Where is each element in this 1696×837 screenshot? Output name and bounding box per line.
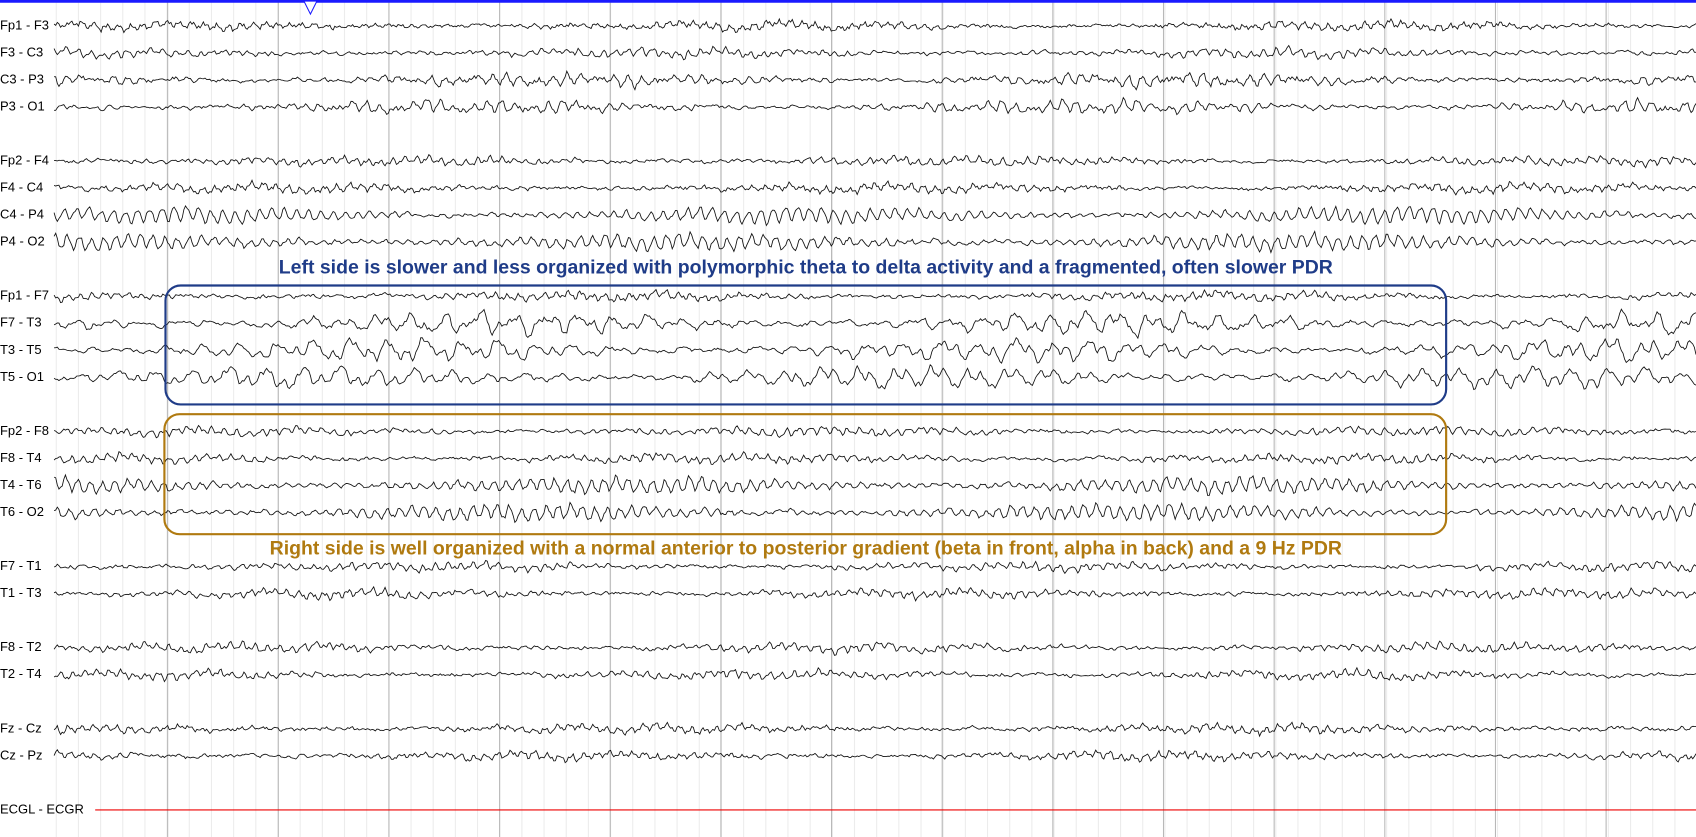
right-box [163,413,1448,536]
channel-label: F8 - T2 [0,639,42,654]
eeg-trace [53,585,1696,602]
eeg-trace [53,230,1696,254]
eeg-trace [54,69,1696,91]
eeg-trace [53,17,1696,34]
channel-label: C4 - P4 [0,207,44,222]
traces [53,17,1696,811]
eeg-trace [53,363,1696,391]
eeg-trace [53,450,1696,465]
channel-label: F4 - C4 [0,180,43,195]
channel-label: F8 - T4 [0,450,42,465]
channel-label: Fp2 - F8 [0,423,49,438]
left-box [164,284,1448,406]
channel-label: Fz - Cz [0,720,42,735]
eeg-trace [53,666,1696,683]
right-annotation: Right side is well organized with a norm… [270,537,1342,559]
channel-label: Fp1 - F3 [0,17,49,32]
eeg-trace [54,153,1696,169]
channel-label: T6 - O2 [0,504,44,519]
channel-label: ECGL - ECGR [0,801,84,816]
eeg-trace [53,179,1696,196]
channel-label: Fp2 - F4 [0,153,49,168]
channel-label: T1 - T3 [0,585,42,600]
eeg-trace [54,96,1696,116]
eeg-trace [53,288,1696,304]
channel-label: T4 - T6 [0,477,42,492]
channel-label: F7 - T1 [0,558,42,573]
eeg-trace [53,473,1696,496]
time-grid [55,0,1676,837]
channel-label: C3 - P3 [0,71,44,86]
channel-label: P4 - O2 [0,234,45,249]
eeg-trace [53,424,1696,439]
channel-label: Cz - Pz [0,747,43,762]
channel-label: T3 - T5 [0,342,42,357]
channel-label: F7 - T3 [0,315,42,330]
eeg-trace [53,501,1696,524]
channel-label: T2 - T4 [0,666,42,681]
channel-label: Fp1 - F7 [0,288,49,303]
time-marker[interactable] [303,0,318,16]
eeg-trace [54,336,1696,364]
channel-label: F3 - C3 [0,44,43,59]
eeg-trace [53,721,1696,738]
eeg-trace [53,748,1696,764]
channel-label: T5 - O1 [0,369,44,384]
channel-label: P3 - O1 [0,98,45,113]
eeg-trace [53,204,1696,227]
left-annotation: Left side is slower and less organized w… [279,256,1333,278]
eeg-trace [53,44,1696,61]
eeg-trace [53,308,1696,340]
eeg-trace [53,640,1696,656]
eeg-trace [53,559,1696,575]
